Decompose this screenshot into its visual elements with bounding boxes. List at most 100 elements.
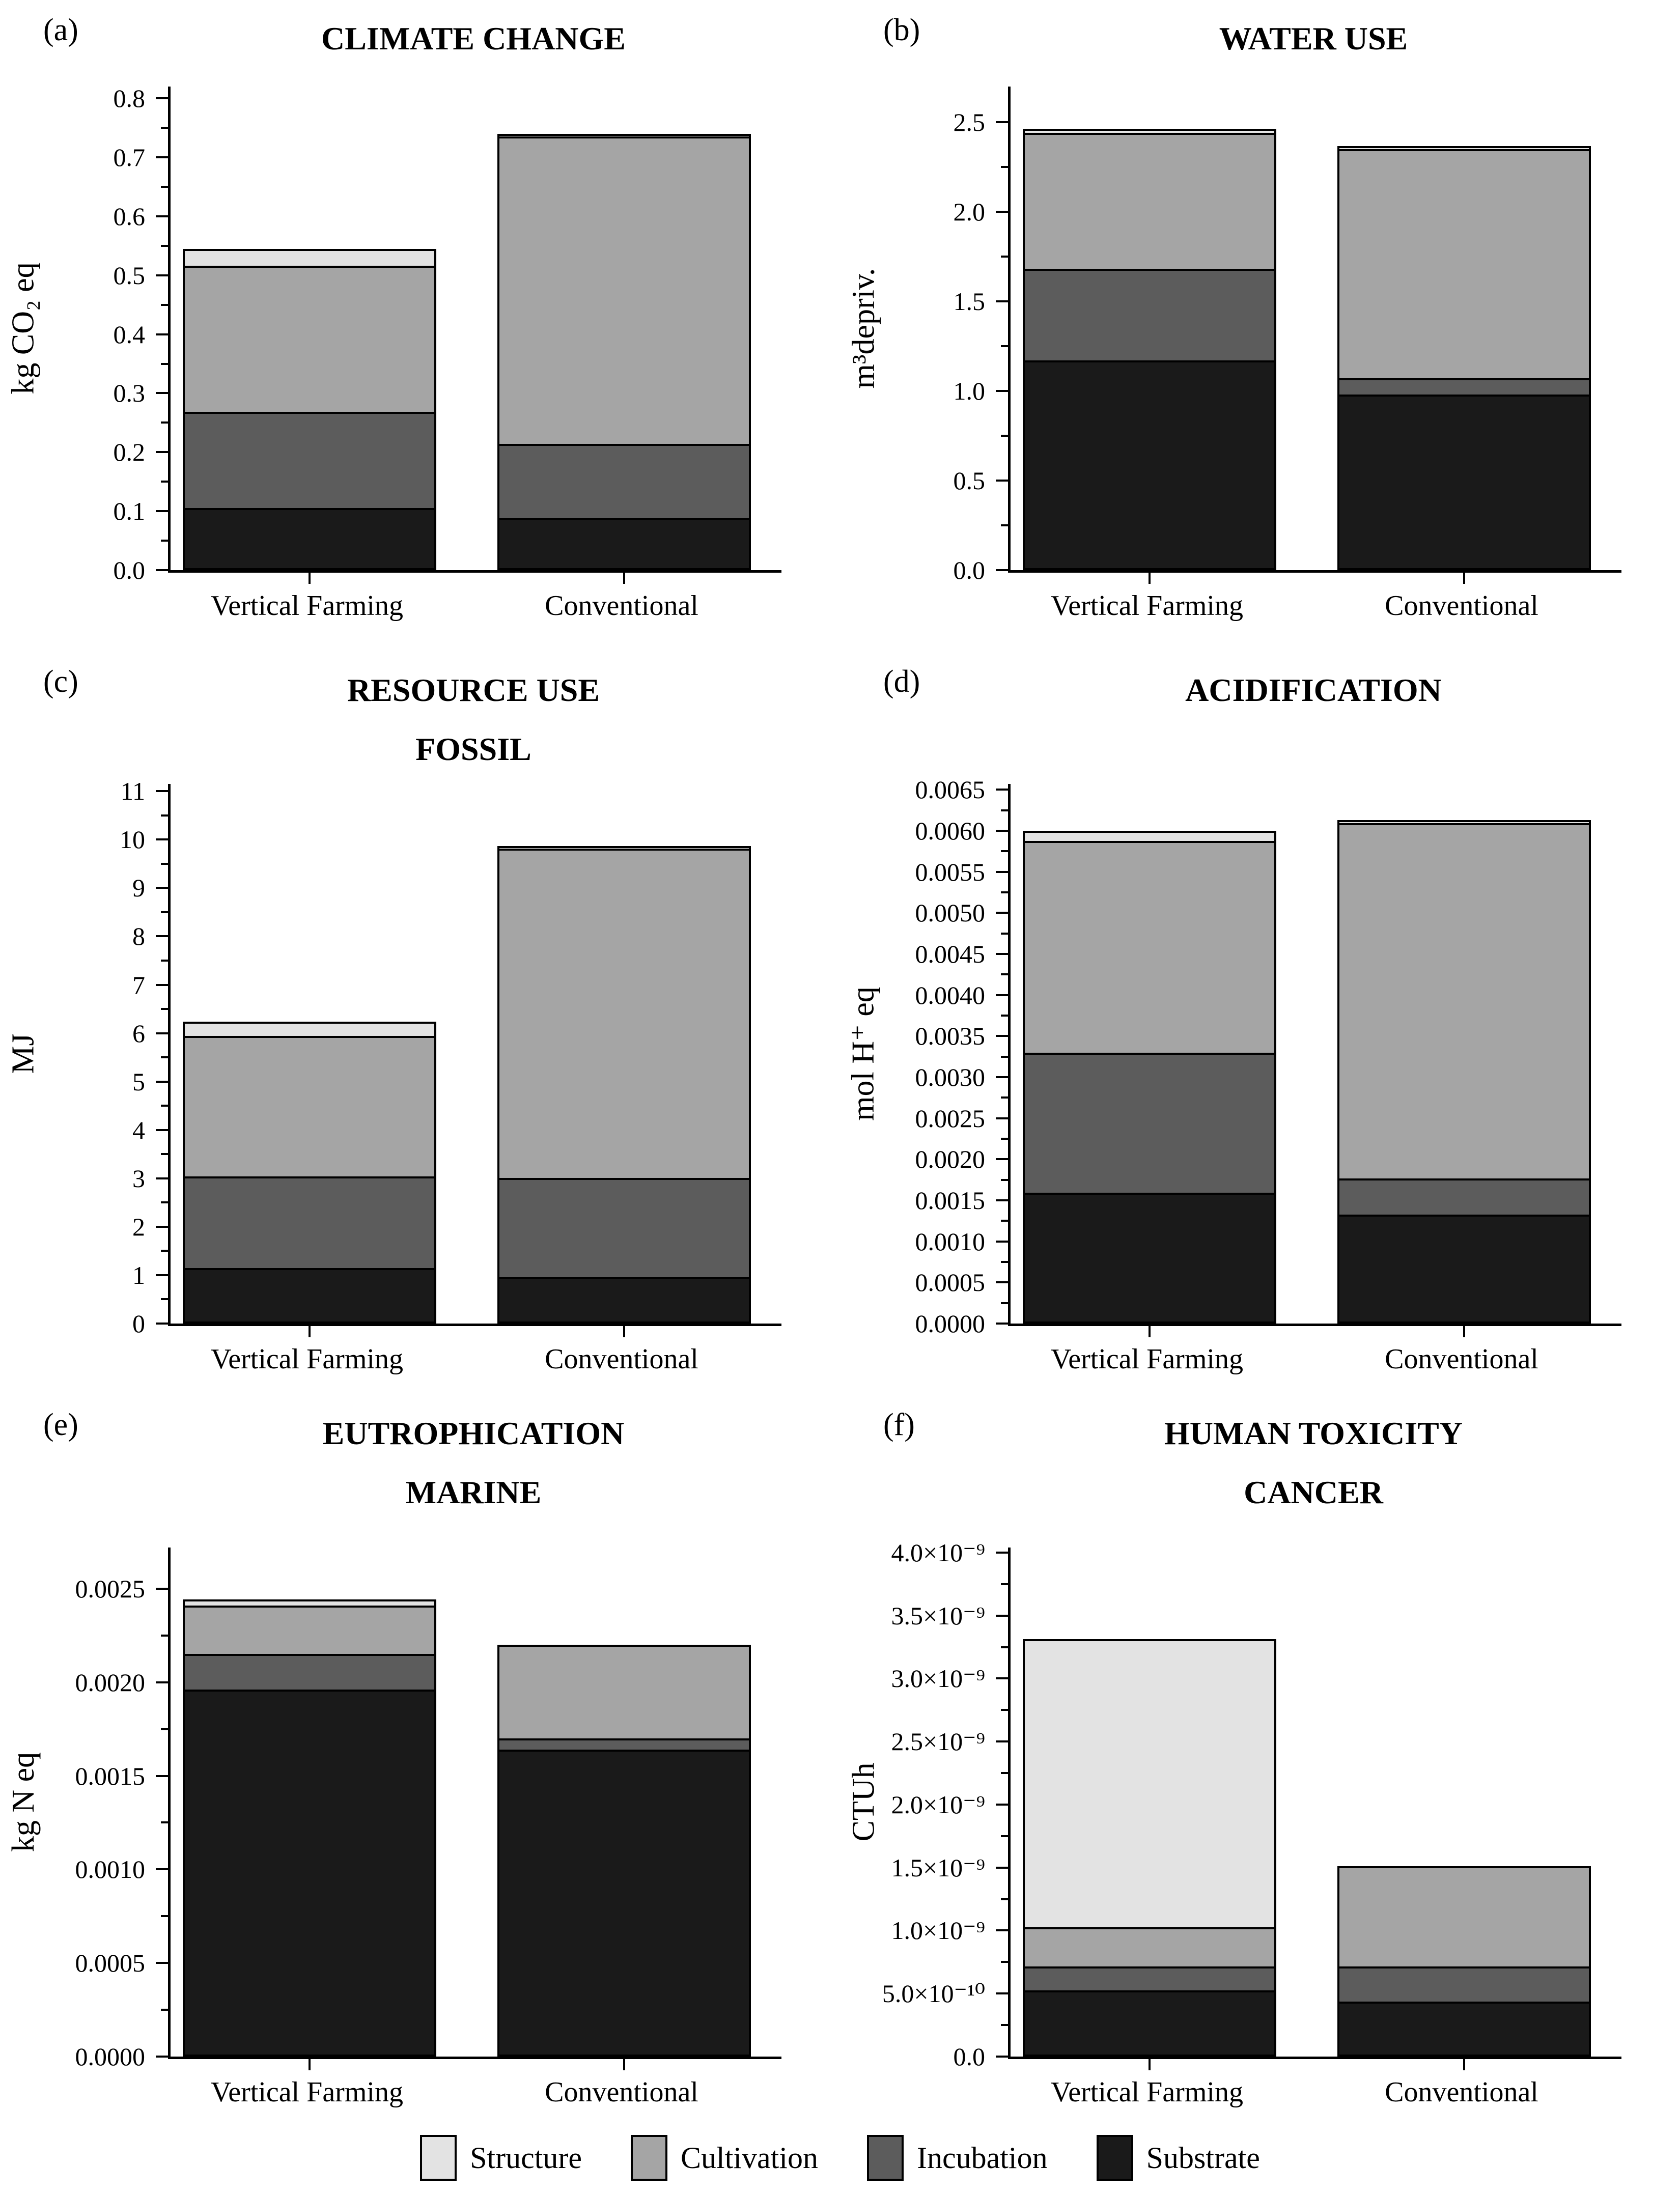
bar-segment-substrate xyxy=(1025,1192,1274,1321)
bar-vertical-farming xyxy=(1023,831,1276,1324)
y-tick-label: 0.0040 xyxy=(915,980,986,1009)
bar-segment-incubation xyxy=(1339,1966,1589,2002)
y-major-tick xyxy=(156,569,168,571)
category-label-conventional: Conventional xyxy=(545,590,698,622)
y-major-tick xyxy=(156,156,168,159)
y-minor-tick xyxy=(161,1153,168,1156)
chart-title-line: FOSSIL xyxy=(415,731,531,767)
chart-panel-e: (e) EUTROPHICATION MARINE kg N eq 0.0000 0.00… xyxy=(0,1395,840,2123)
y-major-tick xyxy=(996,1035,1008,1037)
y-tick-label: 2.0×10⁻⁹ xyxy=(891,1790,985,1819)
y-major-tick xyxy=(996,1117,1008,1119)
panel-letter-a: (a) xyxy=(43,13,78,47)
y-minor-tick xyxy=(161,481,168,483)
bar-conventional xyxy=(1337,820,1591,1324)
y-minor-tick xyxy=(1001,932,1008,935)
y-tick-label: 0.0060 xyxy=(915,816,986,845)
y-minor-tick xyxy=(1001,1055,1008,1058)
chart-title-line: CANCER xyxy=(1244,1474,1383,1510)
category-label-conventional: Conventional xyxy=(1385,1343,1538,1375)
y-minor-tick xyxy=(161,1915,168,1918)
bar-segment-structure xyxy=(185,250,434,266)
chart-title-b: WATER USE xyxy=(1008,9,1619,68)
bar-segment-cultivation xyxy=(1339,149,1589,379)
y-tick-label: 0.1 xyxy=(113,497,146,526)
y-tick-label: 5 xyxy=(132,1067,145,1096)
bar-vertical-farming xyxy=(183,1022,436,1324)
y-major-tick xyxy=(996,789,1008,791)
y-tick-label: 0.0020 xyxy=(915,1145,986,1174)
bar-vertical-farming xyxy=(183,248,436,570)
y-minor-tick xyxy=(161,1008,168,1010)
legend: Structure Cultivation Incubation Substrate xyxy=(0,2122,1680,2194)
y-tick-label: 0.0030 xyxy=(915,1062,986,1091)
y-minor-tick xyxy=(1001,435,1008,437)
chart-title-line: RESOURCE USE xyxy=(347,672,600,708)
y-minor-tick xyxy=(161,303,168,306)
legend-swatch-cultivation xyxy=(631,2135,668,2181)
y-tick-label: 0.0025 xyxy=(915,1104,986,1133)
y-major-tick xyxy=(996,994,1008,996)
y-major-tick xyxy=(156,1962,168,1964)
bar-segment-incubation xyxy=(185,412,434,508)
bar-segment-cultivation xyxy=(185,1605,434,1654)
x-tick xyxy=(623,573,625,584)
panel-letter-b: (b) xyxy=(883,13,920,47)
y-tick-label: 9 xyxy=(132,874,145,903)
bar-segment-structure xyxy=(1339,822,1589,823)
x-tick xyxy=(1149,2059,1151,2070)
y-major-tick xyxy=(996,569,1008,571)
legend-swatch-substrate xyxy=(1096,2135,1133,2181)
bar-segment-cultivation xyxy=(1025,133,1274,269)
y-tick-label: 1.5 xyxy=(953,287,986,316)
y-major-tick xyxy=(156,1080,168,1083)
category-label-conventional: Conventional xyxy=(1385,2076,1538,2108)
y-tick-label: 0.6 xyxy=(113,202,146,231)
y-minor-tick xyxy=(1001,1137,1008,1140)
y-tick-label: 0.0050 xyxy=(915,898,986,927)
bar-segment-substrate xyxy=(499,1749,749,2055)
legend-label-structure: Structure xyxy=(470,2141,582,2175)
x-tick xyxy=(309,1326,311,1337)
bar-segment-incubation xyxy=(499,1738,749,1750)
bar-segment-incubation xyxy=(185,1176,434,1269)
category-label-vertical-farming: Vertical Farming xyxy=(1051,2076,1243,2108)
y-axis-gutter: 0.0 5.0×10⁻¹⁰ 1.0×10⁻⁹ 1.5×10⁻⁹ 2.0×10⁻⁹ 2.5×… xyxy=(840,1540,1008,2069)
y-minor-tick xyxy=(1001,1178,1008,1181)
bar-segment-substrate xyxy=(1339,2002,1589,2055)
y-tick-label: 7 xyxy=(132,970,145,999)
x-tick xyxy=(309,2059,311,2070)
panel-letter-e: (e) xyxy=(43,1408,78,1442)
bar-segment-incubation xyxy=(499,443,749,518)
chart-title-line: CLIMATE CHANGE xyxy=(321,20,626,57)
y-minor-tick xyxy=(1001,891,1008,893)
legend-label-cultivation: Cultivation xyxy=(681,2141,819,2175)
y-major-tick xyxy=(156,935,168,938)
bar-segment-incubation xyxy=(1025,1053,1274,1193)
y-minor-tick xyxy=(161,959,168,962)
y-major-tick xyxy=(156,1587,168,1590)
bar-segment-cultivation xyxy=(185,1036,434,1176)
y-minor-tick xyxy=(1001,1583,1008,1585)
y-major-tick xyxy=(996,1614,1008,1617)
y-tick-label: 8 xyxy=(132,922,145,951)
x-tick xyxy=(309,573,311,584)
y-major-tick xyxy=(996,1240,1008,1243)
y-tick-label: 0.0 xyxy=(113,556,146,584)
y-major-tick xyxy=(156,1177,168,1179)
y-major-tick xyxy=(156,451,168,454)
x-tick xyxy=(1463,1326,1465,1337)
bar-conventional xyxy=(497,133,751,570)
bar-segment-cultivation xyxy=(499,1646,749,1738)
chart-title-line: MARINE xyxy=(405,1474,542,1510)
y-major-tick xyxy=(996,121,1008,124)
plot-area-d xyxy=(996,784,1621,1337)
y-tick-label: 11 xyxy=(120,777,145,806)
y-major-tick xyxy=(156,887,168,889)
category-label-vertical-farming: Vertical Farming xyxy=(211,590,403,622)
bar-vertical-farming xyxy=(183,1599,436,2057)
bar-vertical-farming xyxy=(1023,1639,1276,2057)
y-major-tick xyxy=(156,1032,168,1034)
y-major-tick xyxy=(996,300,1008,303)
y-minor-tick xyxy=(1001,1302,1008,1304)
